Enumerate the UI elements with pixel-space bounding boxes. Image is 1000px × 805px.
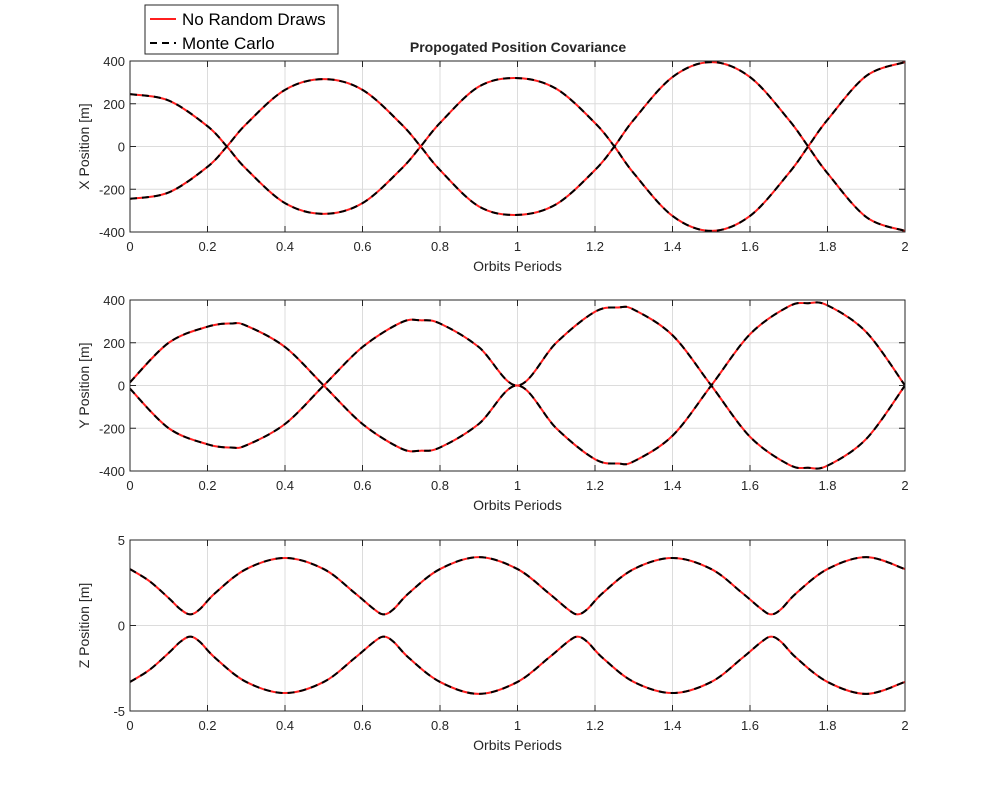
chart-title: Propogated Position Covariance [410,39,626,55]
x-tick-label: 0.6 [353,478,371,493]
y-tick-label: 0 [118,379,125,394]
x-tick-label: 1.4 [663,718,681,733]
y-tick-label: 400 [103,293,125,308]
x-tick-label: 2 [901,478,908,493]
series-line-monte-carlo [130,556,905,616]
series-line-monte-carlo [130,61,905,232]
series-group [130,61,905,232]
x-tick-label: 0.2 [198,478,216,493]
x-tick-label: 0.4 [276,478,294,493]
x-tick-label: 0.8 [431,239,449,254]
y-tick-label: 0 [118,140,125,155]
x-tick-label: 0.6 [353,239,371,254]
y-tick-label: -200 [99,182,125,197]
y-axis-label: Y Position [m] [76,342,92,428]
x-axis-label: Orbits Periods [473,258,562,274]
y-tick-label: -5 [113,704,125,719]
x-tick-label: 1.2 [586,239,604,254]
legend: No Random Draws Monte Carlo [144,4,339,55]
series-line-monte-carlo [130,61,905,232]
x-tick-label: 1.2 [586,478,604,493]
y-tick-label: 0 [118,619,125,634]
y-tick-label: 5 [118,533,125,548]
x-tick-label: 1 [514,239,521,254]
x-tick-label: 1.2 [586,718,604,733]
y-tick-label: -400 [99,464,125,479]
x-axis-label: Orbits Periods [473,497,562,513]
x-tick-label: 1.6 [741,718,759,733]
x-tick-label: 0.2 [198,239,216,254]
x-tick-label: 1.8 [818,478,836,493]
series-group [130,301,905,470]
series-group [130,556,905,695]
subplot-y-position: 0 0.2 0.4 0.6 0.8 1 1.2 1.4 1.6 1.8 2 -400 -200 0 200 4… [76,293,909,513]
x-tick-label: 1.4 [663,478,681,493]
legend-label-no-random-draws: No Random Draws [182,10,326,29]
x-tick-label: 0 [126,478,133,493]
x-axis-label: Orbits Periods [473,737,562,753]
x-tick-label: 1.6 [741,239,759,254]
y-axis-label: X Position [m] [76,103,92,189]
x-tick-label: 0.6 [353,718,371,733]
x-tick-label: 0 [126,239,133,254]
y-tick-label: -400 [99,225,125,240]
y-tick-label: 200 [103,336,125,351]
x-tick-label: 1.8 [818,718,836,733]
legend-label-monte-carlo: Monte Carlo [182,34,275,53]
x-tick-label: 1.4 [663,239,681,254]
y-tick-label: 200 [103,97,125,112]
series-line-monte-carlo [130,305,905,470]
series-line-monte-carlo [130,301,905,466]
x-tick-label: 0 [126,718,133,733]
x-tick-label: 0.4 [276,718,294,733]
x-tick-label: 0.8 [431,718,449,733]
x-tick-label: 0.2 [198,718,216,733]
y-tick-label: -200 [99,421,125,436]
y-tick-label: 400 [103,54,125,69]
x-tick-label: 1 [514,478,521,493]
x-tick-label: 1.8 [818,239,836,254]
x-tick-label: 0.8 [431,478,449,493]
subplot-x-position: 0 0.2 0.4 0.6 0.8 1 1.2 1.4 1.6 1.8 2 -400 -200 0 200 4… [76,54,909,274]
x-tick-label: 2 [901,239,908,254]
y-axis-label: Z Position [m] [76,583,92,669]
x-tick-label: 1.6 [741,478,759,493]
x-tick-label: 0.4 [276,239,294,254]
x-tick-label: 2 [901,718,908,733]
series-line-monte-carlo [130,635,905,695]
legend-box [144,4,339,55]
x-tick-label: 1 [514,718,521,733]
